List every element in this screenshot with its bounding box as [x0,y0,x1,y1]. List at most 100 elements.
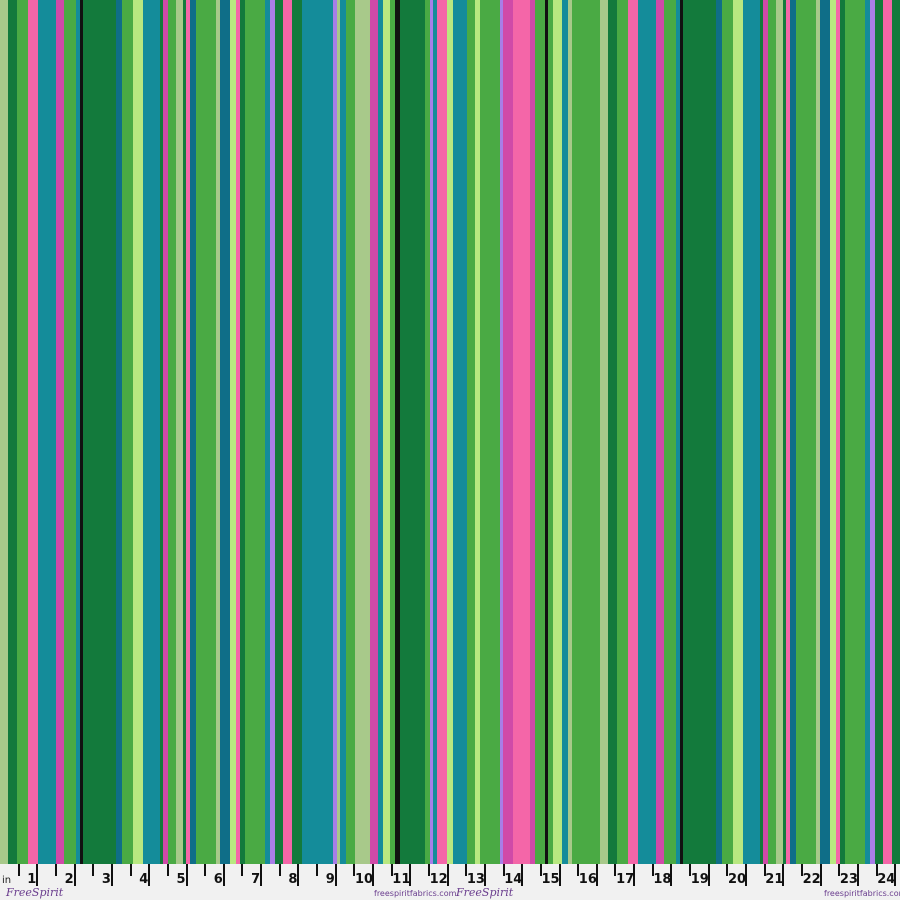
stripe-green [17,0,29,864]
stripe-sage [355,0,371,864]
stripe-deep-teal [190,0,197,864]
stripe-teal [453,0,468,864]
ruler-number: 1 [27,872,37,887]
stripe-magenta [370,0,379,864]
ruler-number: 12 [429,872,448,887]
stripe-lime [733,0,744,864]
stripe-pink [283,0,293,864]
major-tick [745,864,747,886]
stripe-green [796,0,817,864]
stripe-pink [628,0,639,864]
half-tick [763,864,766,876]
stripe-deep-teal [820,0,831,864]
stripe-purple [270,0,276,864]
stripe-teal [340,0,347,864]
ruler-number: 14 [504,872,523,887]
major-tick [73,864,76,886]
major-tick [409,864,412,886]
major-tick [372,864,374,886]
stripe-dark-green [160,0,164,864]
stripe-dark-green [8,0,18,864]
major-tick [297,864,300,886]
stripe-green [346,0,356,864]
stripe-magenta [163,0,169,864]
ruler-number: 7 [251,872,261,887]
stripe-green [64,0,77,864]
stripe-teal [743,0,761,864]
half-tick [129,864,132,876]
stripe-dark-green [240,0,246,864]
inch-ruler: in FreeSpirit FreeSpirit freespiritfabri… [0,864,900,900]
ruler-number: 5 [176,872,186,887]
major-tick [707,864,710,886]
ruler-number: 23 [839,872,858,887]
stripe-dark-green [275,0,284,864]
stripe-teal [378,0,384,864]
half-tick [800,864,803,876]
half-tick [390,864,393,876]
major-tick [185,864,188,886]
major-tick [558,864,561,886]
major-tick [595,864,598,886]
ruler-number: 17 [616,872,635,887]
major-tick [36,864,39,886]
stripe-teal [865,0,871,864]
stripe-sage [0,0,9,864]
stripe-lime [383,0,391,864]
half-tick [502,864,505,876]
stripe-green [245,0,266,864]
stripe-sage [176,0,184,864]
ruler-number: 6 [213,872,223,887]
half-tick [726,864,729,876]
stripe-pink [513,0,531,864]
stripe-deep-teal [116,0,123,864]
stripe-sage [337,0,341,864]
stripe-pink [786,0,791,864]
stripe-dark-green [608,0,618,864]
stripe-dark-green [683,0,717,864]
stripe-teal [433,0,438,864]
half-tick [689,864,692,876]
ruler-number: 15 [541,872,560,887]
stripe-teal [38,0,57,864]
stripe-purple [430,0,434,864]
stripe-green [168,0,177,864]
half-tick [241,864,244,876]
stripe-teal [638,0,657,864]
major-tick [819,864,822,886]
stripe-green [617,0,629,864]
stripe-magenta [530,0,536,864]
ruler-number: 22 [802,872,821,887]
stripe-dark-green [892,0,900,864]
ruler-number: 19 [690,872,709,887]
stripe-dark-green [840,0,846,864]
stripe-dark-green [875,0,884,864]
ruler-unit-label: in [2,875,12,886]
major-tick [521,864,524,886]
stripe-green [572,0,601,864]
major-tick [633,864,636,886]
stripe-teal [265,0,271,864]
stripe-teal [76,0,81,864]
stripe-sage [568,0,573,864]
half-tick [54,864,57,876]
ruler-number: 16 [578,872,597,887]
ruler-number: 18 [653,872,672,887]
major-tick [856,864,859,886]
major-tick [334,864,337,886]
major-tick [222,864,225,886]
stripe-teal [143,0,161,864]
major-tick [110,864,113,886]
stripe-green [196,0,217,864]
striped-fabric-swatch [0,0,900,864]
stripe-dark-green [400,0,426,864]
stripe-green [390,0,396,864]
stripe-black [80,0,84,864]
half-tick [875,864,878,876]
stripe-green [535,0,546,864]
half-tick [539,864,542,876]
half-tick [316,864,319,876]
ruler-number: 11 [392,872,411,887]
stripe-purple [870,0,876,864]
stripe-green [425,0,431,864]
